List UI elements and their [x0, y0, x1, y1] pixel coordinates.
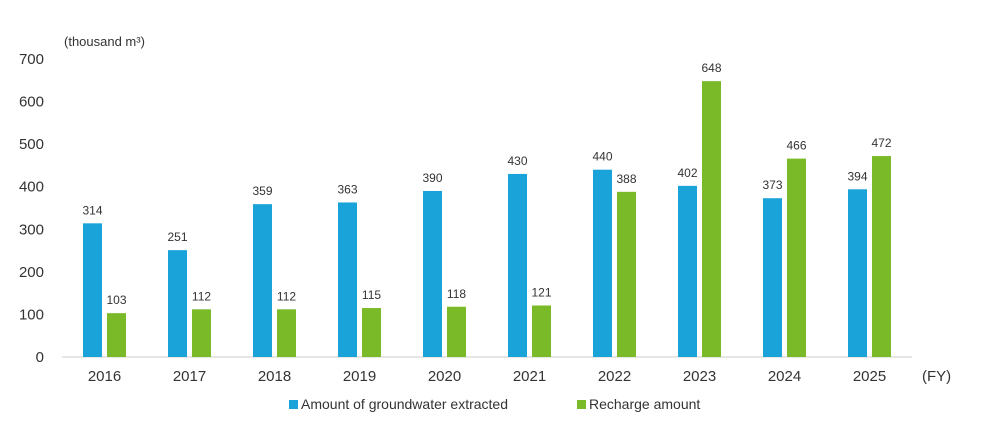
y-tick-label: 600: [19, 94, 44, 111]
y-tick-label: 300: [19, 221, 44, 238]
bar-value-label: 472: [871, 136, 891, 150]
x-tick-label: 2022: [598, 368, 631, 385]
recharge-bar: [107, 313, 126, 357]
x-axis: 2016 2017 2018 2019 2020 2021 2022 2023 2024 2025: [88, 368, 886, 385]
bar-value-label: 118: [447, 287, 466, 301]
x-unit-label: (FY): [922, 368, 951, 385]
x-tick-label: 2017: [173, 368, 206, 385]
groundwater-bar: [593, 169, 612, 357]
recharge-bar: [447, 306, 466, 357]
recharge-bar: [192, 309, 211, 357]
x-tick-label: 2016: [88, 368, 121, 385]
groundwater-bar: [848, 189, 867, 357]
bar-value-label: 359: [252, 184, 272, 198]
groundwater-bar: [423, 190, 442, 357]
bar-value-label: 251: [167, 230, 187, 244]
bar-value-label: 402: [677, 166, 697, 180]
bar-value-label: 112: [192, 289, 211, 303]
bar-value-label: 314: [82, 203, 102, 217]
groundwater-bar: [508, 173, 527, 357]
groundwater-bar: [678, 185, 697, 357]
legend-label: Amount of groundwater extracted: [301, 396, 508, 412]
recharge-bar: [362, 308, 381, 357]
bar-value-label: 394: [847, 169, 867, 183]
legend: Amount of groundwater extracted Recharge …: [289, 396, 700, 412]
bar-value-label: 363: [337, 182, 357, 196]
legend-label: Recharge amount: [589, 396, 700, 412]
groundwater-bar: [253, 204, 272, 357]
y-tick-label: 200: [19, 264, 44, 281]
bar-value-label: 115: [362, 288, 381, 302]
x-tick-label: 2025: [853, 368, 886, 385]
bar-value-label: 430: [507, 154, 527, 168]
legend-swatch: [577, 400, 586, 409]
bars-group: 314 103 251 112 359 112 363 115 390 118 430 121 440 3…: [82, 61, 892, 357]
legend-swatch: [289, 400, 298, 409]
recharge-bar: [277, 309, 296, 357]
bar-value-label: 648: [701, 61, 721, 75]
y-tick-label: 0: [36, 349, 44, 366]
y-unit-label: (thousand m³): [64, 34, 145, 49]
groundwater-bar: [338, 202, 357, 357]
x-tick-label: 2024: [768, 368, 801, 385]
bar-value-label: 390: [422, 171, 442, 185]
recharge-bar: [617, 191, 636, 357]
y-tick-label: 500: [19, 136, 44, 153]
bar-value-label: 121: [531, 285, 551, 299]
y-tick-label: 700: [19, 51, 44, 68]
bar-value-label: 388: [616, 172, 636, 186]
y-axis: 0 100 200 300 400 500 600 700: [19, 51, 44, 366]
recharge-bar: [532, 305, 551, 357]
y-tick-label: 100: [19, 306, 44, 323]
y-tick-label: 400: [19, 179, 44, 196]
x-tick-label: 2018: [258, 368, 291, 385]
x-tick-label: 2021: [513, 368, 546, 385]
bar-value-label: 440: [592, 150, 612, 164]
bar-value-label: 466: [786, 139, 806, 153]
recharge-bar: [787, 158, 806, 357]
x-tick-label: 2023: [683, 368, 716, 385]
groundwater-bar: [763, 198, 782, 357]
bar-value-label: 112: [277, 289, 296, 303]
x-tick-label: 2019: [343, 368, 376, 385]
x-tick-label: 2020: [428, 368, 461, 385]
bar-value-label: 103: [106, 293, 126, 307]
recharge-bar: [702, 81, 721, 357]
bar-value-label: 373: [762, 178, 782, 192]
groundwater-bar: [168, 250, 187, 357]
groundwater-bar: [83, 223, 102, 357]
recharge-bar: [872, 156, 891, 357]
